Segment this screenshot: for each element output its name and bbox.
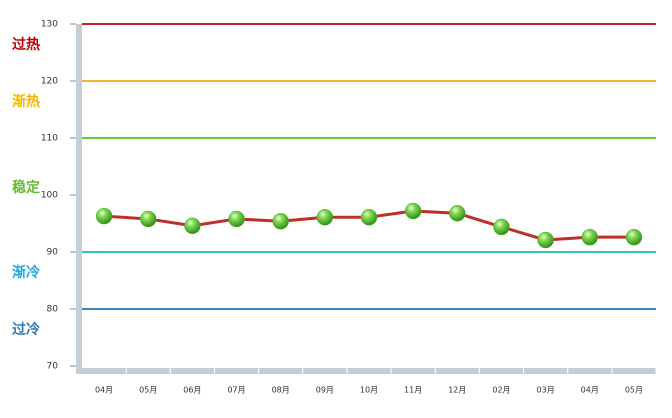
x-tick-label: 05月 [139, 386, 157, 395]
y-tick-label: 110 [41, 134, 58, 144]
marker [95, 207, 113, 225]
marker [316, 208, 334, 226]
zone-label: 渐冷 [12, 264, 40, 281]
y-tick-label: 80 [47, 305, 59, 315]
x-tick-label: 11月 [404, 386, 422, 395]
x-tick-label: 04月 [581, 386, 599, 395]
zone-label: 稳定 [12, 179, 40, 196]
x-tick-label: 12月 [448, 386, 466, 395]
y-tick-label: 120 [41, 77, 58, 87]
marker [449, 204, 466, 222]
x-tick-label: 02月 [492, 386, 510, 395]
marker [360, 208, 378, 226]
x-tick-label: 05月 [625, 386, 643, 395]
x-tick-label: 07月 [227, 386, 245, 395]
marker [537, 231, 554, 249]
x-tick-label: 06月 [183, 386, 201, 395]
y-axis-bar [76, 24, 82, 374]
marker [493, 218, 510, 236]
x-tick-label: 04月 [95, 386, 113, 395]
marker [625, 228, 643, 246]
zone-label: 过冷 [12, 321, 40, 338]
zone-label: 过热 [12, 36, 40, 53]
x-tick-label: 10月 [360, 386, 378, 395]
marker [272, 212, 289, 230]
x-tick-label: 03月 [537, 386, 555, 395]
marker [404, 202, 422, 220]
marker [184, 217, 201, 235]
x-tick-label: 09月 [316, 386, 334, 395]
marker [228, 210, 245, 228]
zone-label: 渐热 [12, 93, 40, 110]
y-tick-label: 130 [41, 20, 58, 30]
y-tick-label: 70 [47, 362, 59, 372]
marker [139, 210, 157, 228]
x-tick-label: 08月 [272, 386, 290, 395]
marker [581, 228, 599, 246]
x-axis-bar [76, 368, 656, 374]
y-tick-label: 100 [41, 191, 58, 201]
y-tick-label: 90 [47, 248, 59, 258]
